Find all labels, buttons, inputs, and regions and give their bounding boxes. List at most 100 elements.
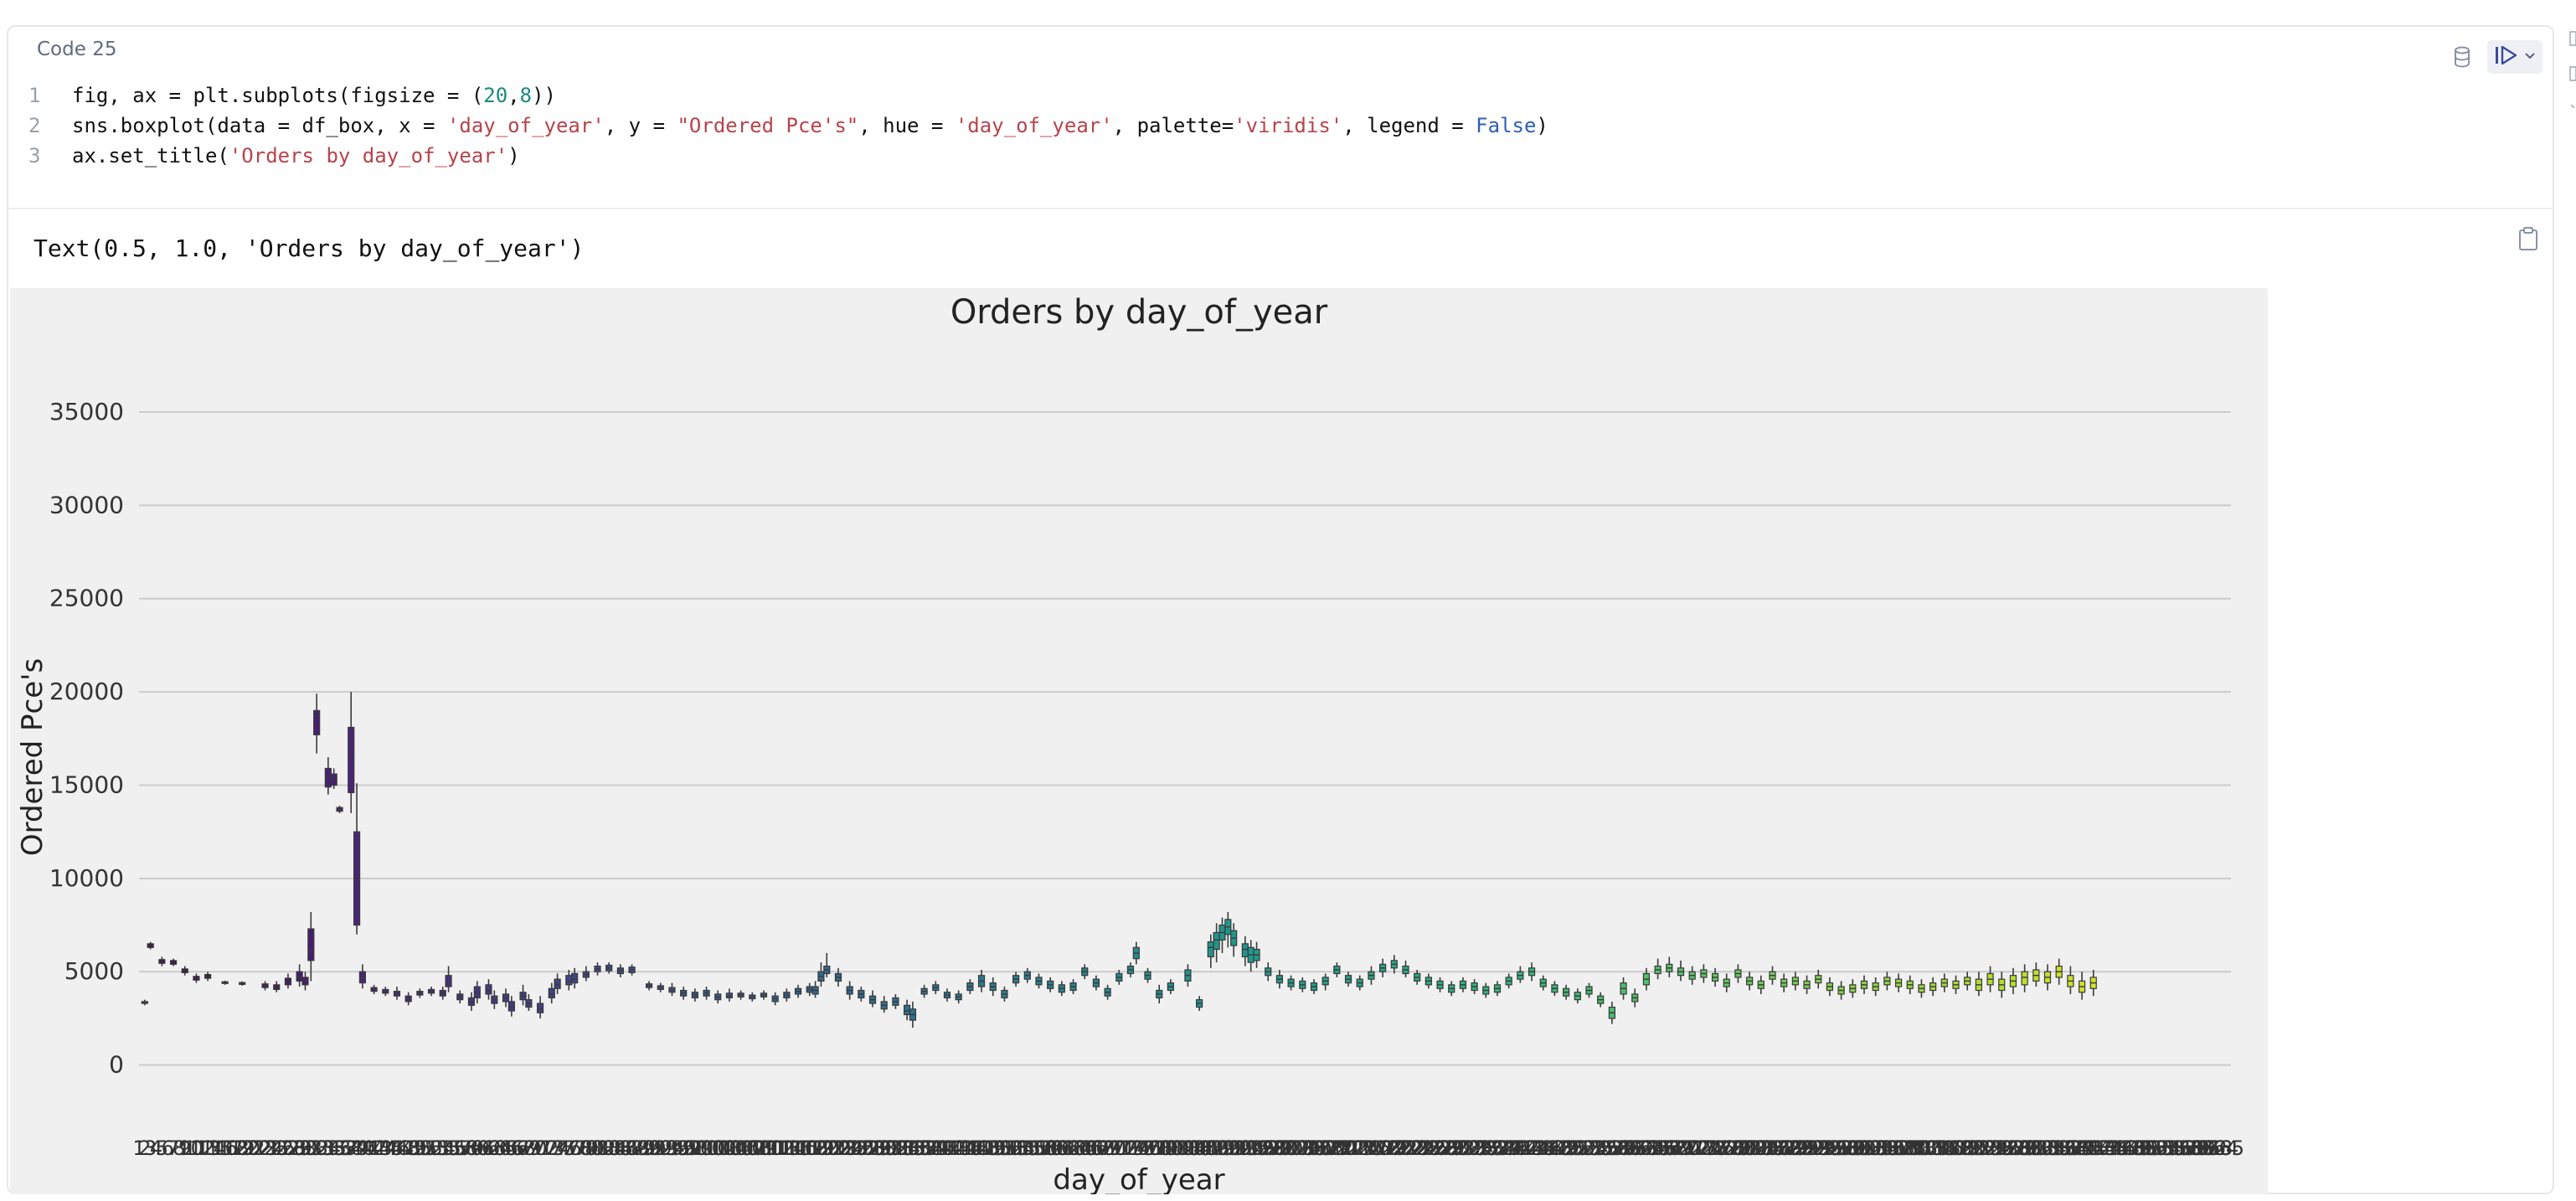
box [1241, 943, 1249, 958]
x-tick-label: 125 [831, 1137, 869, 1160]
x-tick-label: 318 [1937, 1137, 1976, 1160]
x-tick-label: 74 [544, 1137, 570, 1160]
x-tick-label: 247 [1530, 1137, 1569, 1160]
x-tick-label: 87 [619, 1137, 645, 1160]
code-line: 3 ax.set_title('Orders by day_of_year') [28, 141, 520, 171]
x-tick-label: 226 [1409, 1137, 1448, 1160]
x-tick-label: 23 [252, 1137, 278, 1160]
x-tick-label: 351 [2125, 1137, 2164, 1160]
clipboard-icon[interactable] [2517, 226, 2543, 255]
x-tick-label: 290 [1776, 1137, 1815, 1160]
y-tick-label: 20000 [49, 678, 124, 705]
y-tick-label: 35000 [49, 398, 124, 425]
x-tick-label: 283 [1736, 1137, 1775, 1160]
x-tick-label: 211 [1323, 1137, 1362, 1160]
x-tick-label: 222 [1387, 1137, 1425, 1160]
y-tick-label: 5000 [64, 957, 124, 985]
x-tick-label: 171 [1095, 1137, 1133, 1160]
x-tick-label: 103 [704, 1137, 743, 1160]
x-tick-label: 67 [504, 1137, 530, 1160]
x-tick-label: 239 [1484, 1137, 1522, 1160]
line-number: 3 [28, 144, 41, 168]
x-tick-label: 107 [728, 1137, 766, 1160]
x-tick-label: 331 [2012, 1137, 2050, 1160]
code-token: 8 [519, 84, 533, 107]
cell-output: Text(0.5, 1.0, 'Orders by day_of_year') … [8, 209, 2553, 1197]
x-tick-label: 9 [178, 1137, 191, 1160]
cell-toolbar [2444, 39, 2543, 75]
x-tick-label: 24 [258, 1137, 284, 1160]
x-tick-label: 64 [487, 1137, 513, 1160]
x-tick-label: 59 [459, 1137, 485, 1160]
code-token: , [507, 84, 520, 107]
x-axis-label: day_of_year [1053, 1163, 1224, 1194]
x-tick-label: 124 [825, 1137, 863, 1160]
x-tick-label: 40 [350, 1137, 376, 1160]
y-tick-label: 0 [109, 1051, 124, 1079]
x-tick-label: 99 [688, 1137, 714, 1160]
x-tick-label: 296 [1811, 1137, 1849, 1160]
x-tick-label: 232 [1444, 1137, 1482, 1160]
code-token: fig, ax = plt.subplots(figsize = ( [72, 84, 484, 107]
x-tick-label: 52 [419, 1137, 445, 1160]
x-tick-label: 191 [1208, 1137, 1247, 1160]
run-cell-button[interactable] [2487, 40, 2543, 74]
x-tick-label: 284 [1742, 1137, 1780, 1160]
x-tick-label: 315 [1919, 1137, 1958, 1160]
x-tick-label: 340 [2063, 1137, 2101, 1160]
y-tick-label: 10000 [49, 864, 124, 892]
line-number: 1 [28, 84, 41, 107]
x-tick-label: 89 [631, 1137, 657, 1160]
x-tick-label: 235 [1461, 1137, 1500, 1160]
x-tick-label: 206 [1295, 1137, 1333, 1160]
chevron-down-icon[interactable] [2524, 49, 2536, 64]
x-tick-label: 195 [1232, 1137, 1270, 1160]
x-tick-label: 70 [522, 1137, 548, 1160]
x-tick-label: 204 [1283, 1137, 1321, 1160]
x-tick-label: 258 [1593, 1137, 1631, 1160]
x-tick-label: 54 [430, 1137, 456, 1160]
x-tick-label: 353 [2137, 1137, 2176, 1160]
x-tick-label: 360 [2177, 1137, 2216, 1160]
x-tick-label: 101 [693, 1137, 731, 1160]
box [313, 709, 321, 735]
x-tick-label: 132 [871, 1137, 909, 1160]
x-tick-label: 12 [189, 1137, 215, 1160]
x-tick-label: 66 [499, 1137, 525, 1160]
x-tick-label: 198 [1249, 1137, 1287, 1160]
x-tick-label: 181 [1151, 1137, 1190, 1160]
x-tick-label: 342 [2074, 1137, 2113, 1160]
x-tick-label: 34 [316, 1137, 342, 1160]
x-tick-label: 205 [1289, 1137, 1327, 1160]
x-tick-label: 322 [1960, 1137, 1998, 1160]
x-tick-label: 359 [2172, 1137, 2210, 1160]
x-tick-label: 50 [407, 1137, 433, 1160]
x-tick-label: 243 [1507, 1137, 1545, 1160]
x-tick-label: 25 [264, 1137, 290, 1160]
code-cell[interactable]: Code 25 1 fig, ax = plt.subplots(figsize … [7, 25, 2554, 1197]
x-tick-label: 344 [2086, 1137, 2125, 1160]
x-tick-label: 200 [1260, 1137, 1299, 1160]
x-tick-label: 316 [1925, 1137, 1964, 1160]
x-tick-label: 185 [1174, 1137, 1213, 1160]
code-editor[interactable]: 1 fig, ax = plt.subplots(figsize = (20,8)… [8, 27, 2553, 209]
x-tick-label: 42 [361, 1137, 387, 1160]
run-cell-icon [2494, 44, 2519, 70]
x-tick-label: 167 [1071, 1137, 1110, 1160]
x-tick-label: 249 [1541, 1137, 1579, 1160]
x-tick-label: 321 [1954, 1137, 1992, 1160]
x-tick-label: 223 [1392, 1137, 1430, 1160]
x-tick-label: 146 [951, 1137, 989, 1160]
x-tick-label: 365 [2206, 1137, 2244, 1160]
x-tick-label: 207 [1301, 1137, 1339, 1160]
x-tick-label: 317 [1931, 1137, 1970, 1160]
x-tick-label: 229 [1426, 1137, 1465, 1160]
x-tick-label: 242 [1501, 1137, 1539, 1160]
x-tick-label: 49 [401, 1137, 427, 1160]
x-tick-label: 245 [1518, 1137, 1557, 1160]
x-tick-label: 53 [425, 1137, 451, 1160]
x-tick-label: 57 [447, 1137, 473, 1160]
x-tick-label: 295 [1805, 1137, 1843, 1160]
x-tick-label: 131 [865, 1137, 904, 1160]
database-icon[interactable] [2444, 40, 2481, 74]
